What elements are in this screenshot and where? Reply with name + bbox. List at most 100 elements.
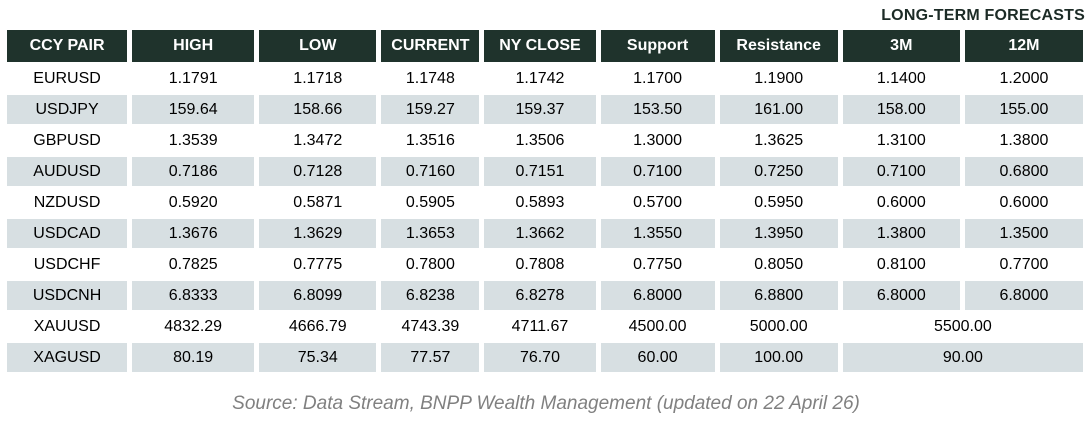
- cell-value: 6.8099: [259, 281, 377, 310]
- cell-value: 1.3662: [484, 219, 596, 248]
- cell-value: 155.00: [964, 95, 1083, 124]
- cell-value: 0.7800: [381, 250, 480, 279]
- col-header-high: HIGH: [132, 30, 255, 62]
- cell-ccy-pair: XAUUSD: [7, 312, 128, 341]
- table-row-eurusd: EURUSD 1.1791 1.1718 1.1748 1.1742 1.1700 1.19…: [7, 64, 1083, 93]
- table-body: EURUSD 1.1791 1.1718 1.1748 1.1742 1.1700 1.19…: [7, 64, 1083, 372]
- cell-value: 0.7700: [964, 250, 1083, 279]
- cell-value: 0.7750: [600, 250, 715, 279]
- cell-value: 6.8800: [719, 281, 838, 310]
- col-header-current: CURRENT: [381, 30, 480, 62]
- cell-forecast-merged: 5500.00: [842, 312, 1083, 341]
- cell-value: 4743.39: [381, 312, 480, 341]
- cell-value: 1.1742: [484, 64, 596, 93]
- cell-value: 0.7128: [259, 157, 377, 186]
- cell-value: 0.5893: [484, 188, 596, 217]
- cell-value: 0.5950: [719, 188, 838, 217]
- cell-ccy-pair: GBPUSD: [7, 126, 128, 155]
- cell-value: 158.66: [259, 95, 377, 124]
- cell-value: 0.7808: [484, 250, 596, 279]
- table-row-nzdusd: NZDUSD 0.5920 0.5871 0.5905 0.5893 0.5700 0.59…: [7, 188, 1083, 217]
- cell-value: 1.3653: [381, 219, 480, 248]
- cell-value: 1.1718: [259, 64, 377, 93]
- cell-ccy-pair: XAGUSD: [7, 343, 128, 372]
- cell-value: 60.00: [600, 343, 715, 372]
- cell-value: 0.7775: [259, 250, 377, 279]
- cell-value: 0.5920: [132, 188, 255, 217]
- table-row-usdjpy: USDJPY 159.64 158.66 159.27 159.37 153.50 161.…: [7, 95, 1083, 124]
- cell-value: 0.8100: [842, 250, 960, 279]
- cell-value: 1.3100: [842, 126, 960, 155]
- cell-value: 159.27: [381, 95, 480, 124]
- cell-value: 75.34: [259, 343, 377, 372]
- table-row-usdcnh: USDCNH 6.8333 6.8099 6.8238 6.8278 6.8000 6.88…: [7, 281, 1083, 310]
- table-header-row: CCY PAIR HIGH LOW CURRENT NY CLOSE Suppo…: [7, 30, 1083, 62]
- cell-value: 4832.29: [132, 312, 255, 341]
- table-row-usdchf: USDCHF 0.7825 0.7775 0.7800 0.7808 0.7750 0.80…: [7, 250, 1083, 279]
- cell-value: 100.00: [719, 343, 838, 372]
- cell-value: 1.3539: [132, 126, 255, 155]
- cell-value: 6.8278: [484, 281, 596, 310]
- table-row-xauusd: XAUUSD 4832.29 4666.79 4743.39 4711.67 4500.0…: [7, 312, 1083, 341]
- cell-value: 1.3800: [842, 219, 960, 248]
- cell-value: 1.3629: [259, 219, 377, 248]
- cell-value: 1.3550: [600, 219, 715, 248]
- cell-value: 0.7151: [484, 157, 596, 186]
- cell-value: 0.7825: [132, 250, 255, 279]
- cell-value: 0.5905: [381, 188, 480, 217]
- cell-value: 0.6000: [964, 188, 1083, 217]
- cell-value: 1.1900: [719, 64, 838, 93]
- cell-value: 1.3625: [719, 126, 838, 155]
- cell-ccy-pair: AUDUSD: [7, 157, 128, 186]
- cell-value: 0.7186: [132, 157, 255, 186]
- cell-ccy-pair: NZDUSD: [7, 188, 128, 217]
- cell-value: 1.1748: [381, 64, 480, 93]
- col-header-low: LOW: [259, 30, 377, 62]
- cell-value: 1.1700: [600, 64, 715, 93]
- col-header-ccy-pair: CCY PAIR: [7, 30, 128, 62]
- cell-value: 0.8050: [719, 250, 838, 279]
- cell-value: 6.8333: [132, 281, 255, 310]
- cell-value: 0.5871: [259, 188, 377, 217]
- cell-value: 77.57: [381, 343, 480, 372]
- cell-value: 4666.79: [259, 312, 377, 341]
- cell-value: 1.3800: [964, 126, 1083, 155]
- table-row-audusd: AUDUSD 0.7186 0.7128 0.7160 0.7151 0.7100 0.72…: [7, 157, 1083, 186]
- cell-value: 1.3506: [484, 126, 596, 155]
- cell-value: 1.3000: [600, 126, 715, 155]
- table-row-usdcad: USDCAD 1.3676 1.3629 1.3653 1.3662 1.3550 1.39…: [7, 219, 1083, 248]
- fx-forecast-table: CCY PAIR HIGH LOW CURRENT NY CLOSE Suppo…: [2, 28, 1088, 374]
- table-row-xagusd: XAGUSD 80.19 75.34 77.57 76.70 60.00 100.00 90.…: [7, 343, 1083, 372]
- long-term-forecasts-label: LONG-TERM FORECASTS: [881, 7, 1085, 24]
- cell-ccy-pair: USDCNH: [7, 281, 128, 310]
- cell-value: 0.6000: [842, 188, 960, 217]
- cell-value: 1.3950: [719, 219, 838, 248]
- cell-value: 0.7250: [719, 157, 838, 186]
- cell-value: 1.3472: [259, 126, 377, 155]
- col-header-3m: 3M: [842, 30, 960, 62]
- cell-value: 0.7160: [381, 157, 480, 186]
- cell-value: 153.50: [600, 95, 715, 124]
- cell-value: 4711.67: [484, 312, 596, 341]
- cell-value: 0.7100: [600, 157, 715, 186]
- cell-value: 0.6800: [964, 157, 1083, 186]
- cell-value: 0.5700: [600, 188, 715, 217]
- cell-ccy-pair: USDCHF: [7, 250, 128, 279]
- col-header-resistance: Resistance: [719, 30, 838, 62]
- table-row-gbpusd: GBPUSD 1.3539 1.3472 1.3516 1.3506 1.3000 1.36…: [7, 126, 1083, 155]
- cell-value: 1.3676: [132, 219, 255, 248]
- cell-value: 1.2000: [964, 64, 1083, 93]
- cell-value: 159.64: [132, 95, 255, 124]
- cell-value: 158.00: [842, 95, 960, 124]
- cell-ccy-pair: EURUSD: [7, 64, 128, 93]
- cell-value: 1.3500: [964, 219, 1083, 248]
- cell-value: 1.1791: [132, 64, 255, 93]
- cell-value: 1.1400: [842, 64, 960, 93]
- col-header-ny-close: NY CLOSE: [484, 30, 596, 62]
- cell-value: 80.19: [132, 343, 255, 372]
- cell-value: 161.00: [719, 95, 838, 124]
- cell-value: 6.8000: [964, 281, 1083, 310]
- cell-value: 76.70: [484, 343, 596, 372]
- col-header-12m: 12M: [964, 30, 1083, 62]
- cell-value: 6.8238: [381, 281, 480, 310]
